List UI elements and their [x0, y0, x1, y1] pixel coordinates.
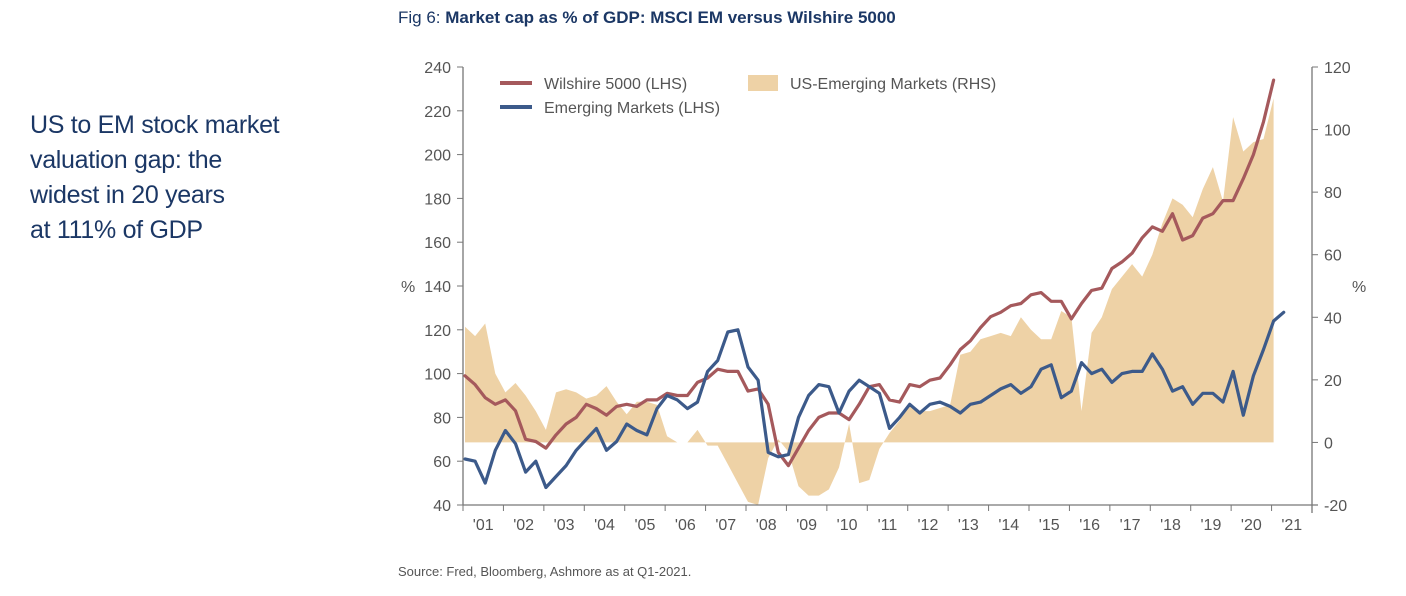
y-left-tick-label: 200: [424, 148, 451, 165]
legend-label-wilshire: Wilshire 5000 (LHS): [544, 76, 687, 93]
x-tick-label: '03: [554, 517, 575, 534]
source-note: Source: Fred, Bloomberg, Ashmore as at Q…: [398, 564, 692, 579]
y-left-tick-label: 240: [424, 60, 451, 77]
y-left-tick-label: 160: [424, 235, 451, 252]
y-right-tick-label: 20: [1324, 373, 1342, 390]
x-tick-label: '11: [878, 517, 898, 534]
x-tick-label: '20: [1241, 517, 1262, 534]
x-tick-label: '08: [756, 517, 777, 534]
y-left-tick-label: 60: [433, 454, 451, 471]
x-tick-label: '07: [715, 517, 736, 534]
y-left-tick-label: 140: [424, 279, 451, 296]
x-tick-label: '09: [796, 517, 817, 534]
x-tick-label: '01: [473, 517, 494, 534]
y-left-tick-label: 100: [424, 367, 451, 384]
y-left-axis-label: %: [401, 279, 415, 296]
x-tick-label: '06: [675, 517, 696, 534]
side-annotation-line: valuation gap: the: [30, 146, 222, 174]
x-tick-label: '18: [1160, 517, 1181, 534]
x-tick-label: '21: [1281, 517, 1302, 534]
y-right-tick-label: 100: [1324, 123, 1351, 140]
lines-layer: [463, 78, 1286, 490]
y-right-tick-label: -20: [1324, 498, 1347, 515]
y-left-tick-label: 80: [433, 410, 451, 427]
side-annotation-line: widest in 20 years: [30, 181, 225, 209]
area-us-minus-em: [465, 98, 1274, 506]
x-tick-label: '17: [1120, 517, 1141, 534]
x-tick-label: '10: [837, 517, 858, 534]
x-tick-label: '02: [513, 517, 534, 534]
side-annotation-line: at 111% of GDP: [30, 216, 203, 244]
x-tick-label: '19: [1200, 517, 1221, 534]
legend-label-gap: US-Emerging Markets (RHS): [790, 76, 996, 93]
figure-title: Fig 6: Market cap as % of GDP: MSCI EM v…: [398, 8, 896, 28]
x-tick-label: '04: [594, 517, 615, 534]
legend-label-em: Emerging Markets (LHS): [544, 100, 720, 117]
y-right-tick-label: 0: [1324, 435, 1333, 452]
y-left-tick-label: 180: [424, 191, 451, 208]
y-right-tick-label: 40: [1324, 310, 1342, 327]
legend: Wilshire 5000 (LHS) Emerging Markets (LH…: [500, 75, 996, 117]
y-left-tick-label: 220: [424, 104, 451, 121]
side-annotation: US to EM stock market valuation gap: the…: [30, 108, 350, 248]
y-left-tick-label: 120: [424, 323, 451, 340]
x-tick-label: '05: [634, 517, 655, 534]
figure-title-text: Market cap as % of GDP: MSCI EM versus W…: [445, 8, 896, 27]
y-right-axis-label: %: [1352, 279, 1366, 296]
line-emerging-markets: [463, 310, 1286, 490]
y-left-tick-label: 40: [433, 498, 451, 515]
x-tick-label: '12: [917, 517, 938, 534]
area-layer: [465, 98, 1274, 506]
x-tick-label: '14: [998, 517, 1019, 534]
axes-layer: 40 60 80 100 120 140 160 180 200 220 240 -20 0 20 40 60…: [424, 60, 1351, 534]
side-annotation-line: US to EM stock market: [30, 111, 280, 139]
legend-swatch-gap: [748, 75, 778, 91]
x-tick-label: '16: [1079, 517, 1100, 534]
y-right-tick-label: 120: [1324, 60, 1351, 77]
x-tick-label: '15: [1039, 517, 1060, 534]
figure-number: Fig 6:: [398, 8, 446, 27]
y-right-tick-label: 80: [1324, 185, 1342, 202]
x-tick-label: '13: [958, 517, 979, 534]
y-right-tick-label: 60: [1324, 248, 1342, 265]
